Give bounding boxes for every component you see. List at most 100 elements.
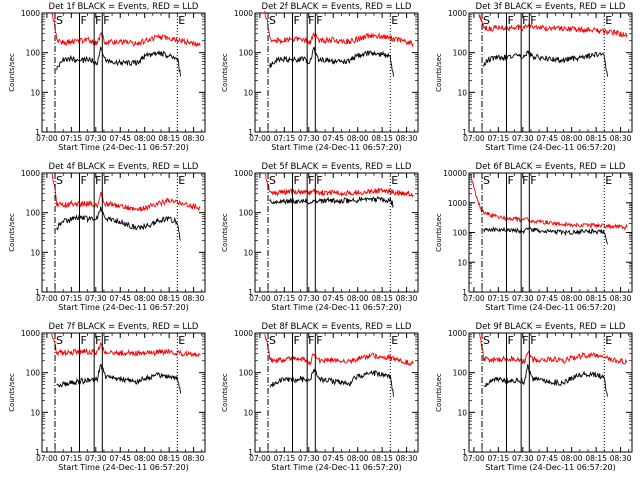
marker-label-e: E — [391, 14, 398, 27]
marker-label-f: F — [507, 334, 513, 347]
x-tick-label: 07:45 — [322, 454, 344, 463]
plot-frame — [41, 12, 206, 133]
x-tick-label: 07:30 — [85, 294, 107, 303]
x-tick-label: 07:00 — [36, 294, 58, 303]
y-tick-label: 10 — [30, 88, 40, 97]
y-tick-label: 1000 — [448, 329, 467, 338]
lld-series-line — [264, 334, 414, 366]
x-tick-label: 08:15 — [371, 294, 393, 303]
x-tick-label: 07:00 — [249, 134, 271, 143]
panel-det-6f: Det 6f BLACK = Events, RED = LLD 1 10 100 10… — [435, 162, 633, 312]
marker-label-s: S — [56, 334, 63, 347]
x-tick-label: 07:30 — [298, 134, 320, 143]
y-tick-label: 1 — [462, 128, 467, 137]
x-axis-label: Start Time (24-Dec-11 06:57:20) — [271, 303, 402, 312]
panel-det-3f: Det 3f BLACK = Events, RED = LLD 1 10 100 10… — [435, 2, 633, 152]
y-axis-label: Counts/sec — [221, 53, 229, 92]
x-tick-label: 07:00 — [36, 454, 58, 463]
y-tick-label: 10 — [243, 408, 253, 417]
x-axis-label: Start Time (24-Dec-11 06:57:20) — [485, 143, 616, 152]
marker-label-f: F — [522, 174, 528, 187]
x-tick-label: 07:15 — [274, 134, 296, 143]
x-tick-label: 07:15 — [61, 454, 83, 463]
x-tick-label: 07:45 — [322, 134, 344, 143]
events-series-line — [483, 50, 608, 77]
x-tick-label: 07:45 — [109, 134, 131, 143]
x-tick-label: 08:00 — [134, 294, 156, 303]
y-tick-label: 1000 — [234, 329, 253, 338]
marker-label-f: F — [95, 14, 101, 27]
marker-label-e: E — [178, 174, 185, 187]
y-axis-label: Counts/sec — [8, 373, 16, 412]
x-tick-label: 08:00 — [347, 454, 369, 463]
y-tick-label: 1 — [35, 288, 40, 297]
x-axis-label: Start Time (24-Dec-11 06:57:20) — [485, 303, 616, 312]
marker-label-e: E — [178, 334, 185, 347]
panel-title: Det 9f BLACK = Events, RED = LLD — [476, 322, 626, 332]
marker-label-e: E — [605, 174, 612, 187]
x-tick-label: 08:30 — [610, 294, 632, 303]
y-tick-label: 100 — [239, 369, 254, 378]
x-tick-label: 07:30 — [85, 454, 107, 463]
x-tick-label: 07:15 — [488, 454, 510, 463]
y-tick-label: 1 — [248, 128, 253, 137]
marker-label-f: F — [103, 174, 109, 187]
marker-label-f: F — [80, 334, 86, 347]
x-tick-label: 07:30 — [298, 294, 320, 303]
marker-label-s: S — [269, 334, 276, 347]
marker-label-f: F — [293, 174, 299, 187]
y-tick-label: 100 — [453, 369, 468, 378]
panel-title: Det 4f BLACK = Events, RED = LLD — [49, 162, 199, 172]
y-axis-label: Counts/sec — [8, 213, 16, 252]
events-series-line — [483, 364, 608, 397]
y-tick-label: 100 — [26, 49, 41, 58]
events-series-line — [56, 363, 181, 394]
panel-det-5f: Det 5f BLACK = Events, RED = LLD 1 10 100 10… — [221, 162, 419, 312]
y-tick-label: 10 — [457, 258, 467, 267]
marker-label-f: F — [507, 14, 513, 27]
marker-label-e: E — [605, 334, 612, 347]
marker-label-f: F — [530, 14, 536, 27]
x-tick-label: 07:30 — [512, 134, 534, 143]
x-tick-label: 07:15 — [274, 294, 296, 303]
panel-det-4f: Det 4f BLACK = Events, RED = LLD 1 10 100 10… — [8, 162, 206, 312]
marker-label-f: F — [530, 174, 536, 187]
x-tick-label: 08:15 — [585, 294, 607, 303]
x-tick-label: 08:00 — [347, 294, 369, 303]
x-tick-label: 08:15 — [371, 134, 393, 143]
plot-frame — [41, 172, 206, 293]
y-tick-label: 100 — [26, 369, 41, 378]
marker-label-f: F — [95, 334, 101, 347]
plot-frame — [254, 12, 419, 133]
y-axis-label: Counts/sec — [221, 213, 229, 252]
x-tick-label: 07:15 — [61, 294, 83, 303]
x-tick-label: 08:30 — [610, 134, 632, 143]
marker-label-f: F — [530, 334, 536, 347]
x-tick-label: 07:15 — [274, 454, 296, 463]
x-tick-label: 07:45 — [322, 294, 344, 303]
x-tick-label: 07:45 — [109, 294, 131, 303]
y-tick-label: 10 — [30, 248, 40, 257]
x-tick-label: 07:00 — [36, 134, 58, 143]
y-tick-label: 100 — [453, 49, 468, 58]
y-tick-label: 1000 — [234, 9, 253, 18]
y-tick-label: 1000 — [448, 199, 467, 208]
y-tick-label: 10 — [243, 88, 253, 97]
y-tick-label: 1000 — [448, 9, 467, 18]
x-tick-label: 08:30 — [183, 454, 205, 463]
marker-label-f: F — [103, 14, 109, 27]
y-tick-label: 1 — [462, 448, 467, 457]
x-tick-label: 08:00 — [347, 134, 369, 143]
lld-series-line — [264, 172, 414, 198]
lld-series-line — [478, 12, 628, 39]
marker-label-f: F — [507, 174, 513, 187]
marker-label-f: F — [308, 14, 314, 27]
plot-frame — [254, 172, 419, 293]
marker-label-s: S — [56, 174, 63, 187]
panel-det-7f: Det 7f BLACK = Events, RED = LLD 1 10 100 10… — [8, 322, 206, 472]
marker-label-e: E — [605, 14, 612, 27]
lld-series-line — [478, 332, 628, 365]
x-tick-label: 07:00 — [249, 454, 271, 463]
